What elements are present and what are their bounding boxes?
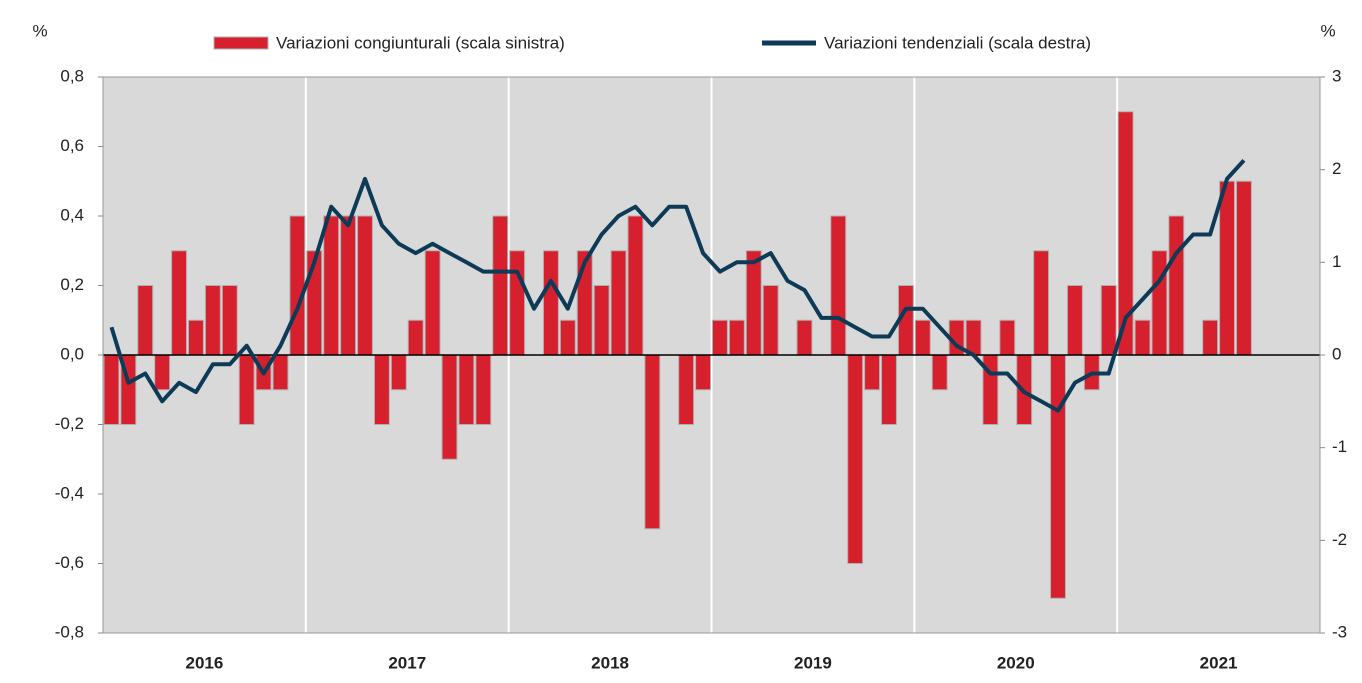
bar xyxy=(323,215,340,356)
bar xyxy=(171,250,188,356)
line xyxy=(109,159,1246,413)
y2-tick-label: 3 xyxy=(1332,66,1341,85)
y-tick-label: -0,6 xyxy=(55,553,84,572)
bar xyxy=(914,319,931,356)
y2-tick-label: 2 xyxy=(1332,159,1341,178)
year-label: 2021 xyxy=(1200,653,1238,672)
bar xyxy=(712,319,728,356)
bar xyxy=(407,319,424,356)
y2-tick-label: 0 xyxy=(1332,344,1341,363)
bar xyxy=(340,215,357,356)
bar xyxy=(796,319,813,356)
legend-label: Variazioni tendenziali (scala destra) xyxy=(824,33,1091,52)
y2-tick-label: 1 xyxy=(1332,252,1341,271)
year-label: 2020 xyxy=(997,653,1035,672)
y2-tick-label: -3 xyxy=(1332,622,1347,641)
bar xyxy=(188,319,204,356)
bar xyxy=(999,319,1016,356)
y-tick-label: 0,8 xyxy=(60,66,84,85)
y-tick-label: -0,8 xyxy=(55,622,84,641)
bar xyxy=(559,319,576,356)
legend-label: Variazioni congiunturali (scala sinistra… xyxy=(276,33,565,52)
year-label: 2018 xyxy=(591,653,629,672)
bar xyxy=(492,215,509,356)
bar xyxy=(1151,250,1168,356)
year-label: 2019 xyxy=(794,653,832,672)
bar xyxy=(678,354,695,425)
bar xyxy=(1050,354,1066,599)
plot-border xyxy=(102,76,1321,634)
bar xyxy=(154,354,171,391)
bar xyxy=(373,354,390,425)
bar xyxy=(728,319,745,356)
y-unit: % xyxy=(32,21,47,40)
y2-tick-label: -1 xyxy=(1332,437,1347,456)
bar xyxy=(357,215,373,356)
bar xyxy=(644,354,661,530)
legend-swatch xyxy=(213,36,269,50)
bar xyxy=(847,354,864,564)
y-tick-label: 0,4 xyxy=(60,205,84,224)
y-tick-label: -0,2 xyxy=(55,414,84,433)
bar xyxy=(695,354,712,391)
bar xyxy=(1235,180,1252,356)
y2-unit: % xyxy=(1320,21,1335,40)
y-tick-label: 0,2 xyxy=(60,275,84,294)
bar xyxy=(1100,285,1117,356)
bar xyxy=(1219,180,1235,356)
y-tick-label: 0,6 xyxy=(60,136,84,155)
bar xyxy=(390,354,407,391)
bar xyxy=(204,285,221,356)
bar xyxy=(1168,215,1185,356)
bar xyxy=(965,319,982,356)
bar xyxy=(627,215,644,356)
bar xyxy=(1066,285,1083,356)
bar xyxy=(458,354,475,425)
bar xyxy=(441,354,458,460)
bar xyxy=(542,250,559,356)
bar xyxy=(830,215,847,356)
bar xyxy=(762,285,779,356)
bar xyxy=(221,285,238,356)
bar xyxy=(1033,250,1050,356)
bar xyxy=(103,354,120,425)
y-tick-label: -0,4 xyxy=(55,483,84,502)
bar xyxy=(289,215,306,356)
bar xyxy=(424,250,441,356)
bar xyxy=(1202,319,1219,356)
bar xyxy=(931,354,948,391)
bar xyxy=(137,285,154,356)
bar xyxy=(1134,319,1151,356)
bar xyxy=(593,285,610,356)
bar xyxy=(745,250,762,356)
y2-tick-label: -2 xyxy=(1332,530,1347,549)
bar xyxy=(610,250,627,356)
bar xyxy=(509,250,526,356)
bar xyxy=(864,354,881,391)
bar xyxy=(238,354,255,425)
y-tick-label: 0,0 xyxy=(60,344,84,363)
bar xyxy=(475,354,492,425)
year-label: 2017 xyxy=(388,653,426,672)
year-label: 2016 xyxy=(186,653,224,672)
bar xyxy=(881,354,897,425)
bar xyxy=(272,354,289,391)
